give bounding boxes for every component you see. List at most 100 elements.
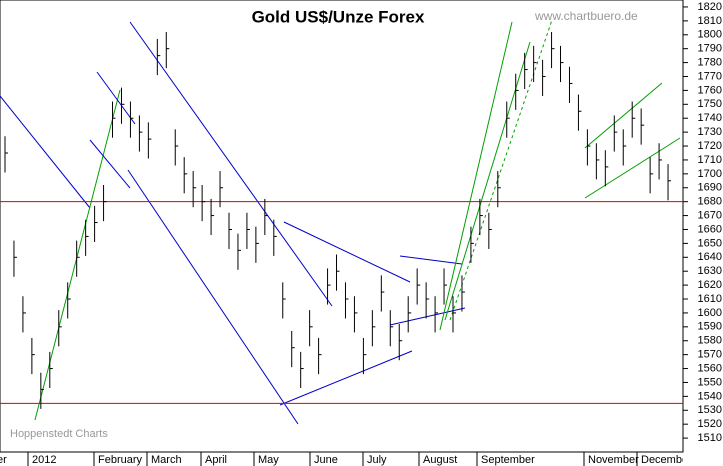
x-tick-label: June <box>314 454 338 466</box>
price-bar <box>129 101 134 138</box>
x-tick-label: May <box>258 454 279 466</box>
price-bar <box>318 337 322 375</box>
price-bar <box>264 198 268 236</box>
price-bar <box>425 282 430 319</box>
y-tick-label: 1640 <box>698 251 722 263</box>
price-bar <box>192 171 197 208</box>
price-bar <box>515 73 519 110</box>
price-bar <box>67 282 71 319</box>
y-tick-label: 1780 <box>698 56 722 68</box>
price-bar <box>640 108 645 145</box>
y-tick-label: 1740 <box>698 112 722 124</box>
price-bar <box>649 157 654 194</box>
price-bar <box>201 184 206 222</box>
price-bar <box>658 143 663 180</box>
price-bar <box>586 129 591 166</box>
price-bar <box>219 171 224 208</box>
price-bar <box>94 205 98 242</box>
x-tick-label: August <box>423 454 457 466</box>
price-bar <box>112 101 116 138</box>
y-tick-label: 1580 <box>698 335 722 347</box>
price-bar <box>246 212 250 249</box>
price-bar <box>147 122 152 159</box>
y-tick-label: 1660 <box>698 223 722 235</box>
price-bar <box>604 150 609 187</box>
x-tick-label: November <box>588 454 639 466</box>
price-bar <box>452 296 456 333</box>
price-bar <box>300 351 304 389</box>
price-bar <box>40 372 44 409</box>
plot-frame <box>0 0 684 453</box>
price-bar <box>488 212 492 249</box>
x-tick-label: 2012 <box>32 454 56 466</box>
price-bar <box>165 31 170 69</box>
y-tick-label: 1530 <box>698 404 722 416</box>
price-bar <box>362 337 367 375</box>
chart-title: Gold US$/Unze Forex <box>252 7 425 26</box>
price-bar <box>371 310 376 347</box>
y-tick-label: 1720 <box>698 140 722 152</box>
y-tick-label: 1600 <box>698 307 722 319</box>
x-tick-label: September <box>481 454 535 466</box>
price-bar <box>551 31 555 69</box>
price-bar <box>631 101 636 138</box>
x-tick-label: December <box>641 454 692 466</box>
price-bar <box>533 45 537 83</box>
y-tick-label: 1510 <box>698 432 722 444</box>
price-bar <box>76 240 80 277</box>
price-bar <box>613 115 618 152</box>
y-tick-label: 1520 <box>698 418 722 430</box>
price-bar <box>4 136 8 173</box>
price-bar <box>210 198 215 236</box>
price-bar <box>353 296 358 333</box>
price-bar <box>560 45 564 83</box>
y-tick-label: 1800 <box>698 29 722 41</box>
price-bar <box>407 296 412 333</box>
price-bar <box>156 38 161 76</box>
price-bar <box>85 219 89 256</box>
y-tick-label: 1770 <box>698 70 722 82</box>
y-tick-label: 1750 <box>698 98 722 110</box>
y-tick-label: 1760 <box>698 84 722 96</box>
trend-lines <box>0 19 681 425</box>
price-bar <box>542 59 546 96</box>
y-tick-label: 1700 <box>698 168 722 180</box>
source: www.chartbuero.de <box>534 9 638 23</box>
price-bar <box>416 268 421 305</box>
price-bar <box>291 331 295 368</box>
price-bar <box>443 268 448 305</box>
y-tick-label: 1690 <box>698 182 722 194</box>
price-bar <box>228 212 232 249</box>
y-tick-label: 1610 <box>698 293 722 305</box>
price-bar <box>282 282 286 319</box>
price-bar <box>622 129 627 166</box>
price-bar <box>22 296 26 333</box>
y-tick-label: 1570 <box>698 349 722 361</box>
price-bar <box>479 198 483 236</box>
price-bar <box>595 143 600 180</box>
price-bar <box>174 129 179 166</box>
price-bar <box>103 184 107 222</box>
y-tick-label: 1730 <box>698 126 722 138</box>
price-bar <box>138 115 143 152</box>
price-bar <box>667 164 672 201</box>
price-bar <box>120 87 125 124</box>
price-bar <box>461 275 465 312</box>
price-bar <box>273 219 277 256</box>
price-bar <box>497 171 501 208</box>
y-tick-label: 1540 <box>698 390 722 402</box>
y-tick-label: 1630 <box>698 265 722 277</box>
price-bar <box>58 310 62 347</box>
price-bar <box>344 282 349 319</box>
price-bar <box>309 310 313 347</box>
price-bar <box>434 296 439 333</box>
price-bar <box>380 275 385 312</box>
y-tick-label: 1620 <box>698 279 722 291</box>
x-tick-label: July <box>367 454 387 466</box>
price-bar <box>470 226 474 263</box>
x-tick-label: February <box>98 454 143 466</box>
price-bar <box>336 254 340 291</box>
price-bar <box>31 337 35 375</box>
x-tick-label: December <box>0 454 7 466</box>
